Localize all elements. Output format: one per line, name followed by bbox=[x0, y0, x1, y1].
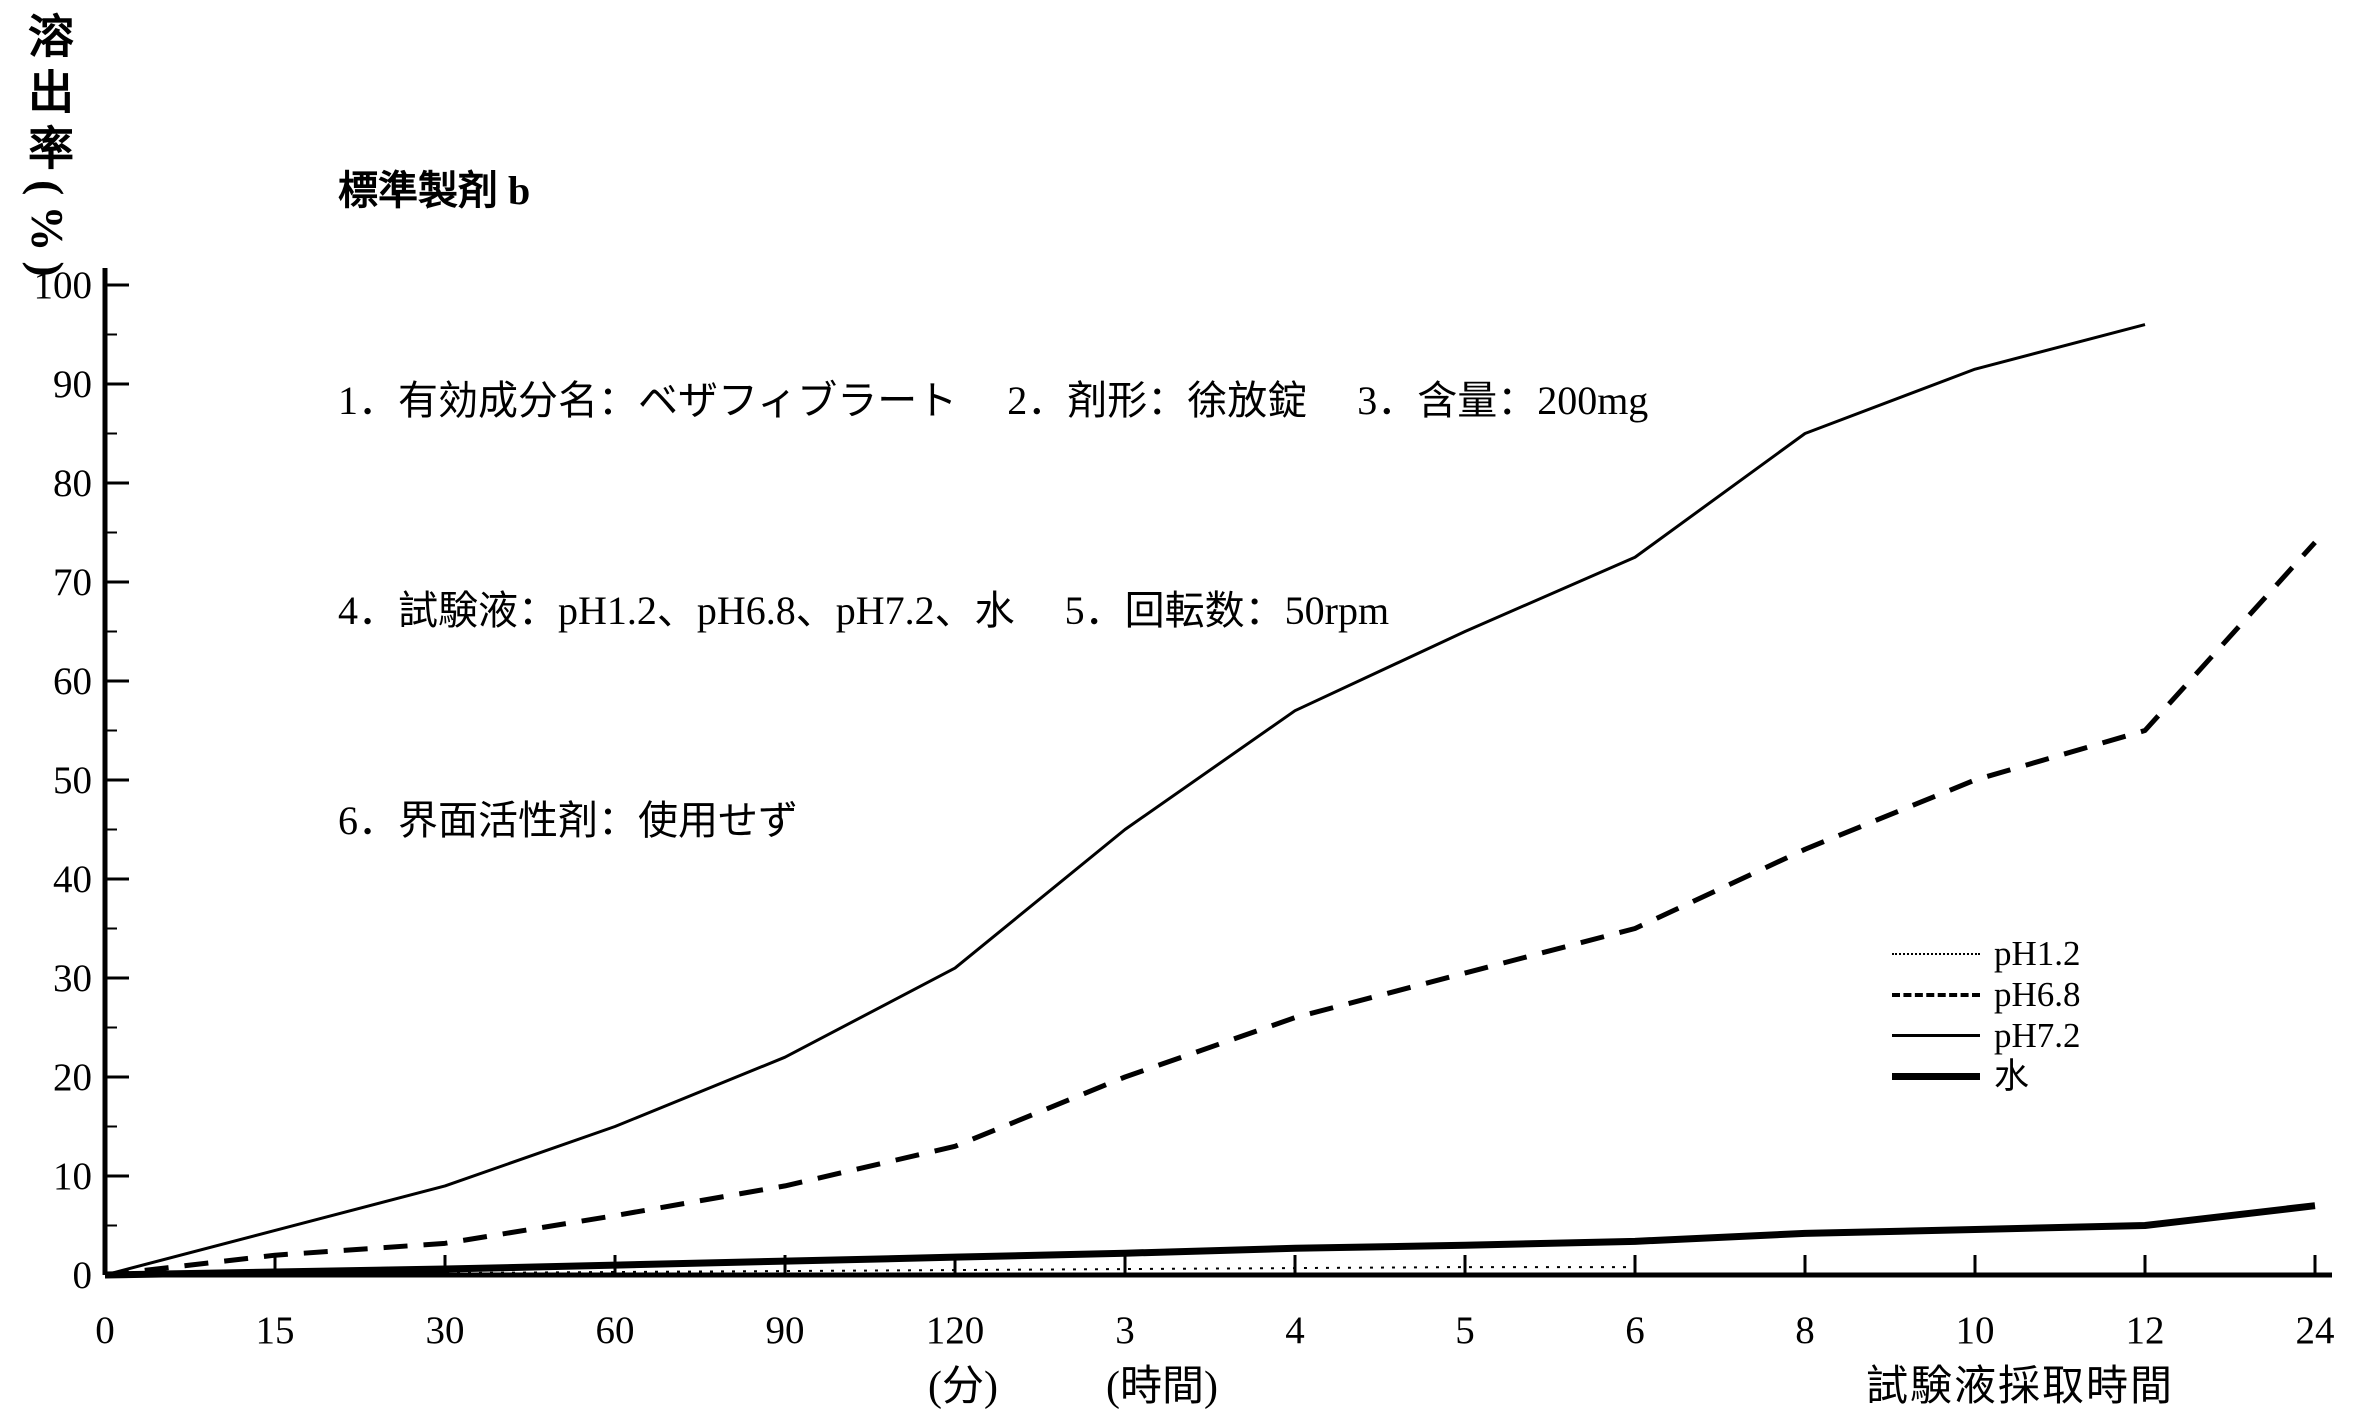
legend-label: pH1.2 bbox=[1994, 934, 2081, 973]
x-tick-label: 8 bbox=[1795, 1309, 1815, 1352]
condition-line-media: 4．試験液：pH1.2、pH6.8、pH7.2、水 5．回転数：50rpm bbox=[338, 588, 1390, 633]
x-tick-label: 60 bbox=[596, 1309, 635, 1352]
x-tick-label: 24 bbox=[2296, 1309, 2335, 1352]
x-tick-label: 15 bbox=[256, 1309, 295, 1352]
axes bbox=[102, 268, 2332, 1278]
condition-line-surfactant: 6．界面活性剤：使用せず bbox=[338, 798, 798, 843]
legend-label: pH7.2 bbox=[1994, 1016, 2081, 1055]
y-tick-label: 100 bbox=[34, 264, 93, 307]
x-tick-label: 10 bbox=[1956, 1309, 1995, 1352]
legend: pH1.2 pH6.8 pH7.2 水 bbox=[1892, 933, 2081, 1097]
legend-line-dotted-icon bbox=[1892, 952, 1980, 955]
legend-item-ph7-2: pH7.2 bbox=[1892, 1015, 2081, 1056]
x-tick-label: 3 bbox=[1115, 1309, 1135, 1352]
y-tick-label: 20 bbox=[53, 1056, 92, 1099]
series-lines bbox=[104, 323, 2317, 1279]
y-tick-label: 80 bbox=[53, 462, 92, 505]
series-line-水 bbox=[104, 1202, 2316, 1279]
x-tick-label: 30 bbox=[426, 1309, 465, 1352]
y-axis-title: 溶出率(%) bbox=[22, 12, 73, 287]
x-axis-label: 試験液採取時間 bbox=[1866, 1364, 2175, 1410]
y-tick-label: 40 bbox=[53, 858, 92, 901]
y-tick-label: 60 bbox=[53, 660, 92, 703]
series-line-pH7.2 bbox=[104, 323, 2146, 1277]
y-tick-label: 0 bbox=[73, 1254, 93, 1297]
legend-item-ph6-8: pH6.8 bbox=[1892, 974, 2081, 1015]
x-tick-label: 12 bbox=[2126, 1309, 2165, 1352]
legend-line-solid-icon bbox=[1892, 1034, 1980, 1037]
x-tick-label: 4 bbox=[1285, 1309, 1305, 1352]
condition-line-ingredient: 1．有効成分名：ベザフィブラート 2．剤形：徐放錠 3．含量：200mg bbox=[338, 378, 1649, 423]
x-tick-label: 0 bbox=[95, 1309, 115, 1352]
x-tick-label: 120 bbox=[926, 1309, 985, 1352]
series-line-pH6.8 bbox=[104, 540, 2317, 1278]
x-tick-label: 90 bbox=[766, 1309, 805, 1352]
legend-line-thick-icon bbox=[1892, 1073, 1980, 1080]
chart-title: 標準製剤 b bbox=[338, 168, 531, 213]
legend-label: 水 bbox=[1994, 1057, 2030, 1096]
y-tick-label: 10 bbox=[53, 1155, 92, 1198]
x-axis-unit-minutes: (分) bbox=[928, 1364, 998, 1410]
legend-item-water: 水 bbox=[1892, 1056, 2081, 1097]
test-conditions-header: 標準製剤 b 1．有効成分名：ベザフィブラート 2．剤形：徐放錠 3．含量：20… bbox=[338, 16, 1648, 926]
x-tick-label: 5 bbox=[1455, 1309, 1475, 1352]
legend-label: pH6.8 bbox=[1994, 975, 2081, 1014]
y-tick-label: 30 bbox=[53, 957, 92, 1000]
y-tick-label: 70 bbox=[53, 561, 92, 604]
y-tick-label: 50 bbox=[53, 759, 92, 802]
x-tick-label: 6 bbox=[1625, 1309, 1645, 1352]
legend-line-dashed-icon bbox=[1892, 992, 1980, 997]
y-tick-label: 90 bbox=[53, 363, 92, 406]
axis-ticks: 0 10 20 30 40 50 60 70 80 90 100 0 15 30 60 90 120 3 4 5 6 8 1… bbox=[34, 264, 2335, 1352]
x-axis-unit-hours: (時間) bbox=[1106, 1364, 1218, 1410]
legend-item-ph1-2: pH1.2 bbox=[1892, 933, 2081, 974]
